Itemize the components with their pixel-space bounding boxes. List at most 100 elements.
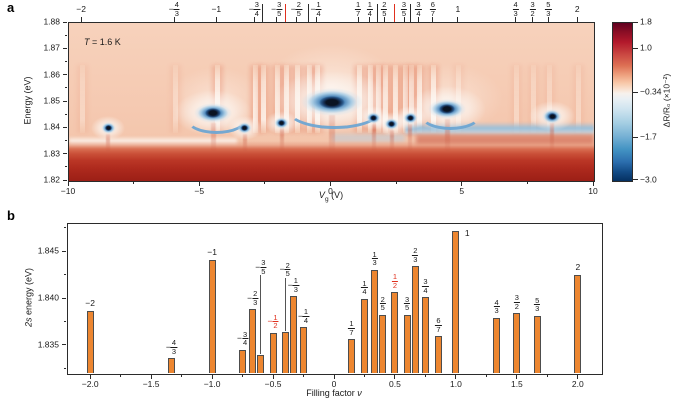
bar: [493, 317, 501, 373]
heatmap-blob-tail: [389, 130, 394, 151]
panel-b-x-tick: [333, 374, 335, 379]
panel-a-y-minor-tick: [64, 113, 67, 115]
xlabel-subscript: g: [324, 195, 329, 203]
heatmap-streak: [531, 65, 537, 133]
panel-a-x-tick-label: 10: [588, 186, 598, 196]
panel-b-x-tick: [89, 374, 91, 379]
top-axis-tick: [547, 17, 549, 22]
colorbar-tick-label: −1.7: [640, 131, 657, 142]
fraction-text: −1: [211, 3, 222, 14]
heatmap-blob-tail: [550, 123, 554, 151]
panel-a-x-tick: [67, 181, 69, 186]
panel-b-x-tick: [516, 374, 518, 379]
panel-b-x-tick-label: 2.0: [571, 379, 584, 389]
bar-value-label: −1 4: [297, 307, 310, 325]
panel-a-x-tick-label: 0: [328, 186, 333, 196]
bar: [269, 332, 277, 373]
panel-b-y-minor-tick: [63, 367, 66, 369]
heatmap-blob-tail: [408, 123, 413, 151]
panel-a-x-axis-label: Vg (V): [281, 190, 381, 203]
bar: [249, 309, 257, 373]
top-axis-tick: [403, 17, 405, 22]
heatmap-blob-core: [388, 121, 396, 128]
top-axis-tick: [276, 17, 278, 22]
panel-a-y-tick-label: 1.86: [43, 69, 60, 80]
top-axis-tick: [80, 17, 82, 22]
top-axis-fraction-label: −1 4: [310, 1, 322, 17]
top-axis-tick: [215, 17, 217, 22]
panel-b-tag: b: [7, 208, 15, 223]
panel-b-x-minor-tick: [424, 374, 426, 377]
bar-value-label: −3 4: [236, 329, 249, 348]
xlabel-text: Filling factor: [306, 388, 358, 398]
panel-b-y-axis-label: 2s energy (eV): [23, 248, 36, 348]
heatmap-mid-blue-band: [331, 134, 405, 142]
heatmap-streak: [393, 65, 399, 133]
panel-a-x-tick: [330, 181, 331, 186]
top-axis-tick: [173, 17, 175, 22]
panel-b-x-tick: [577, 374, 579, 379]
top-axis-tick: [432, 17, 434, 22]
heatmap-streak: [252, 65, 258, 133]
bar: [391, 292, 399, 373]
heatmap-blob-core: [104, 125, 112, 132]
top-axis-tick: [357, 17, 359, 22]
bar: [434, 336, 442, 373]
colorbar-label: ΔR/R₀ (×10⁻²): [661, 73, 672, 128]
bar-value-label: 1: [464, 228, 470, 239]
panel-b-x-tick-label: −0.5: [264, 379, 282, 389]
fraction-text: −3 4: [248, 0, 260, 18]
bar: [347, 339, 355, 373]
bar: [452, 231, 460, 373]
heatmap-streak: [546, 65, 552, 133]
fraction-text: −3 5: [271, 0, 283, 18]
top-axis-red-line: [285, 4, 287, 22]
top-axis-fraction-label: −4 3: [169, 1, 180, 17]
fraction-text: 2: [574, 3, 580, 14]
panel-b-x-tick-label: 1.5: [510, 379, 523, 389]
panel-b-y-tick: [61, 250, 66, 252]
fraction-text: −4 3: [165, 338, 178, 356]
panel-a-y-tick: [62, 74, 67, 76]
fraction-text: −1 4: [297, 307, 310, 325]
panel-b-x-tick-label: −2.0: [81, 379, 99, 389]
panel-a-x-minor-tick: [264, 181, 266, 184]
fraction-text: −2: [76, 3, 86, 14]
heatmap-blob-smile-arc: [418, 98, 482, 130]
top-axis-fraction-label: 1: [455, 1, 460, 17]
top-axis-line: [410, 4, 412, 22]
panel-a-x-tick: [198, 181, 200, 186]
heatmap-streak: [79, 65, 85, 133]
bar: [403, 314, 411, 373]
fraction-text: −4 3: [168, 0, 180, 18]
bar: [86, 311, 94, 373]
fraction-text: −2 5: [290, 0, 302, 18]
heatmap-blob-core: [370, 114, 377, 121]
top-axis-line: [377, 4, 379, 22]
panel-a-y-tick-label: 1.85: [43, 95, 60, 106]
fraction-text: −3 4: [236, 329, 249, 348]
panel-a-y-tick: [62, 126, 67, 128]
panel-b-x-minor-tick: [181, 374, 183, 377]
bar: [281, 331, 289, 373]
bar-value-label: 2: [575, 262, 580, 272]
panel-b-y-tick-label: 1.845: [37, 245, 59, 256]
bar-value-label: −1 3: [288, 277, 299, 293]
panel-a-y-minor-tick: [64, 140, 67, 141]
